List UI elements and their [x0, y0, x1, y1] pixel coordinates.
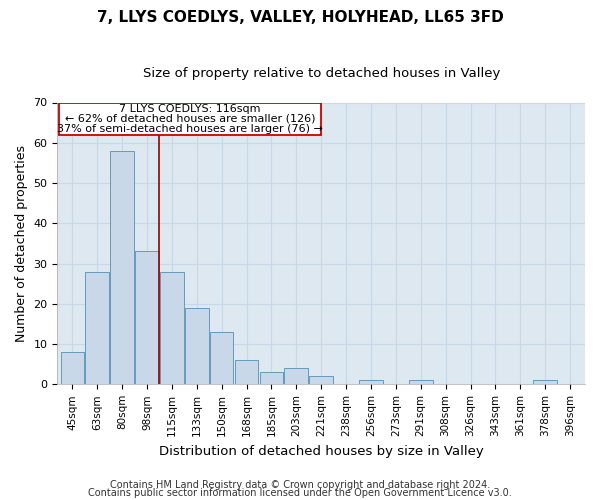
Bar [310, 376, 333, 384]
X-axis label: Distribution of detached houses by size in Valley: Distribution of detached houses by size … [159, 444, 484, 458]
Title: Size of property relative to detached houses in Valley: Size of property relative to detached ho… [143, 68, 500, 80]
Text: Contains HM Land Registry data © Crown copyright and database right 2024.: Contains HM Land Registry data © Crown c… [110, 480, 490, 490]
Y-axis label: Number of detached properties: Number of detached properties [15, 145, 28, 342]
Bar [85, 272, 109, 384]
Text: 37% of semi-detached houses are larger (76) →: 37% of semi-detached houses are larger (… [57, 124, 323, 134]
Bar [160, 272, 184, 384]
Bar [284, 368, 308, 384]
Text: 7 LLYS COEDLYS: 116sqm: 7 LLYS COEDLYS: 116sqm [119, 104, 260, 114]
Bar [110, 151, 134, 384]
Bar [210, 332, 233, 384]
FancyBboxPatch shape [59, 104, 321, 134]
Text: ← 62% of detached houses are smaller (126): ← 62% of detached houses are smaller (12… [65, 114, 315, 124]
Text: 7, LLYS COEDLYS, VALLEY, HOLYHEAD, LL65 3FD: 7, LLYS COEDLYS, VALLEY, HOLYHEAD, LL65 … [97, 10, 503, 25]
Bar [61, 352, 84, 384]
Bar [359, 380, 383, 384]
Text: Contains public sector information licensed under the Open Government Licence v3: Contains public sector information licen… [88, 488, 512, 498]
Bar [260, 372, 283, 384]
Bar [409, 380, 433, 384]
Bar [235, 360, 259, 384]
Bar [185, 308, 209, 384]
Bar [533, 380, 557, 384]
Bar [135, 252, 159, 384]
